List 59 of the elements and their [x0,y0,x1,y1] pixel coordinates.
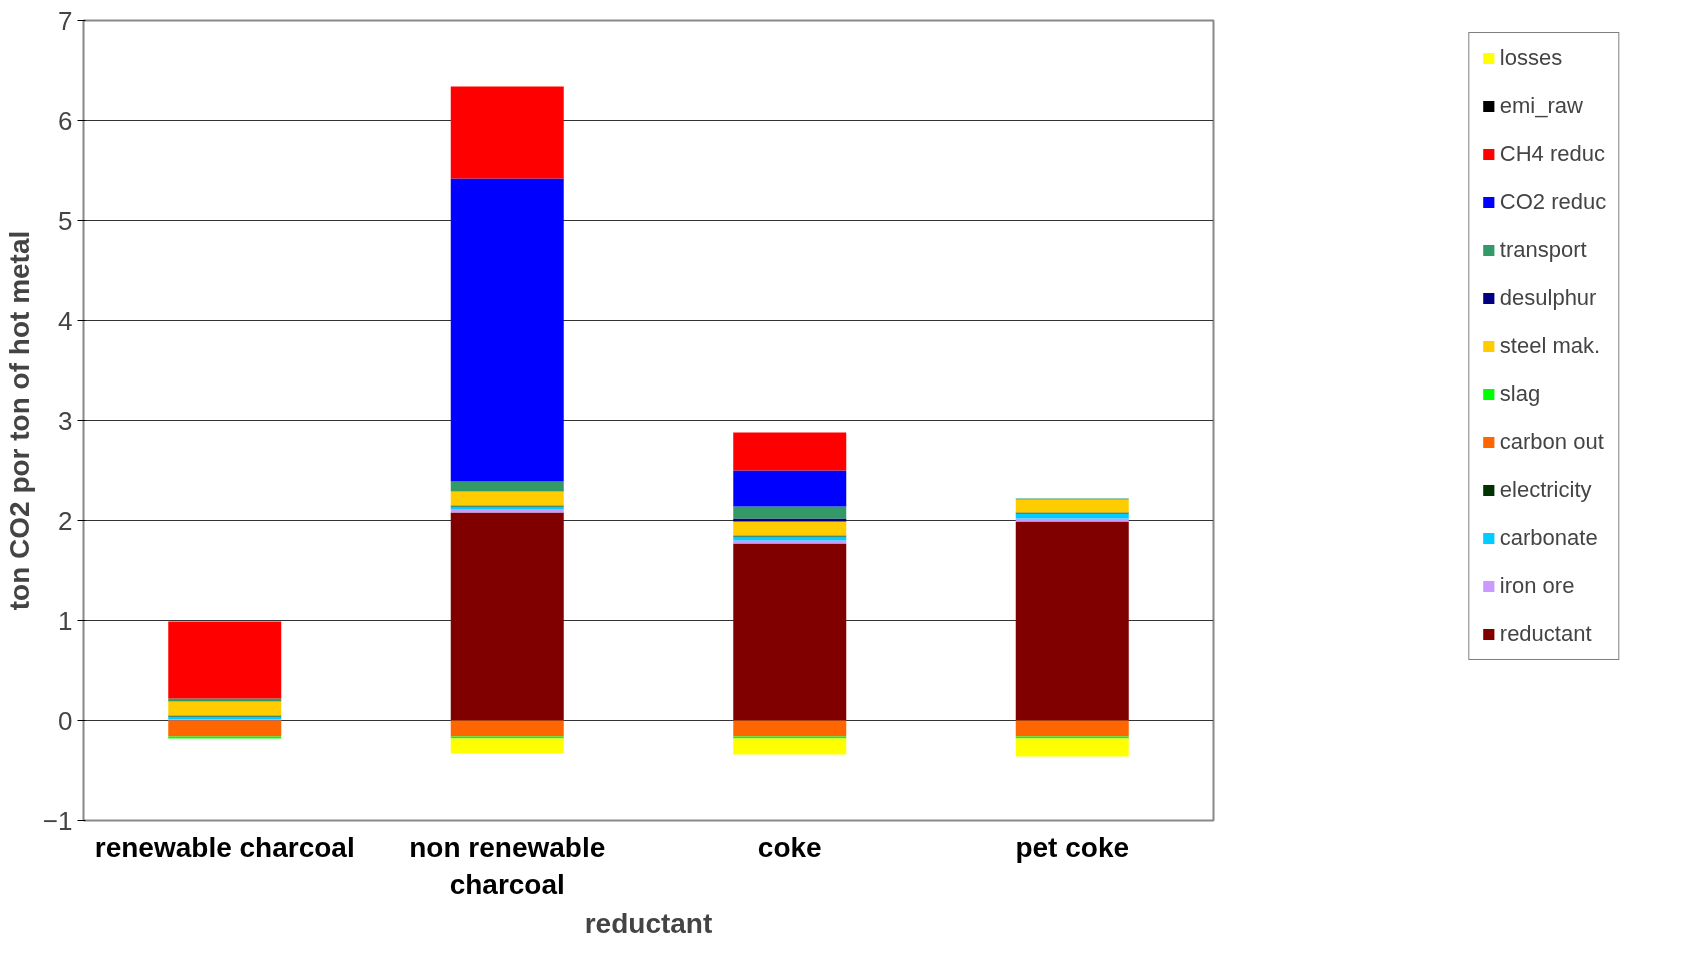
x-tick-label: renewable charcoal [94,831,355,863]
y-tick-label: 0 [58,705,73,736]
bar [168,736,282,739]
legend-label: desulphur [1499,285,1597,311]
bar [450,738,564,754]
y-tick-label: 7 [58,5,73,36]
bar [733,738,847,755]
bar [733,518,847,522]
bar [450,86,564,179]
x-tick-label: coke [757,831,822,863]
bar [733,506,847,519]
bar [168,701,282,716]
bar [733,720,847,737]
x-tick-label: pet coke [1015,831,1130,863]
bar [733,536,847,541]
legend-label: electricity [1499,477,1592,503]
y-tick-label: 5 [58,205,73,236]
bar [450,178,564,482]
y-tick-label: 4 [58,305,73,336]
y-tick-label: 2 [58,505,73,536]
legend-label: steel mak. [1499,333,1601,359]
legend-label: emi_raw [1499,93,1583,119]
bar [1015,720,1129,737]
x-tick-label: non renewable charcoal [409,831,606,900]
legend-label: carbon out [1499,429,1604,455]
bar [450,512,564,721]
bar [1015,521,1129,721]
bar [733,540,847,544]
bar [1015,736,1129,739]
legend-label: reductant [1499,621,1592,647]
legend-label: CO2 reduc [1499,189,1607,215]
x-axis-title: reductant [584,907,713,939]
legend-label: transport [1499,237,1587,263]
bar [168,720,282,737]
bar [733,736,847,739]
bar [168,621,282,699]
bar [450,481,564,492]
y-tick-label: 6 [58,105,73,136]
bar [1015,513,1129,519]
y-tick-label: 3 [58,405,73,436]
y-tick-label: 1 [58,605,73,636]
legend-label: losses [1499,45,1563,71]
bar [733,521,847,536]
bar [450,736,564,739]
legend-label: iron ore [1499,573,1575,599]
legend-label: slag [1499,381,1541,407]
legend-label: carbonate [1499,525,1598,551]
bar [450,720,564,737]
bar [450,491,564,506]
bar [168,698,282,702]
bar [1015,518,1129,522]
bar [733,470,847,507]
bar [733,543,847,721]
y-axis-title: ton CO2 por ton of hot metal [3,230,35,611]
bar [1015,499,1129,513]
legend-label: CH4 reduc [1499,141,1605,167]
bar [733,432,847,471]
bar [1015,738,1129,757]
y-tick-label: −1 [42,805,73,836]
